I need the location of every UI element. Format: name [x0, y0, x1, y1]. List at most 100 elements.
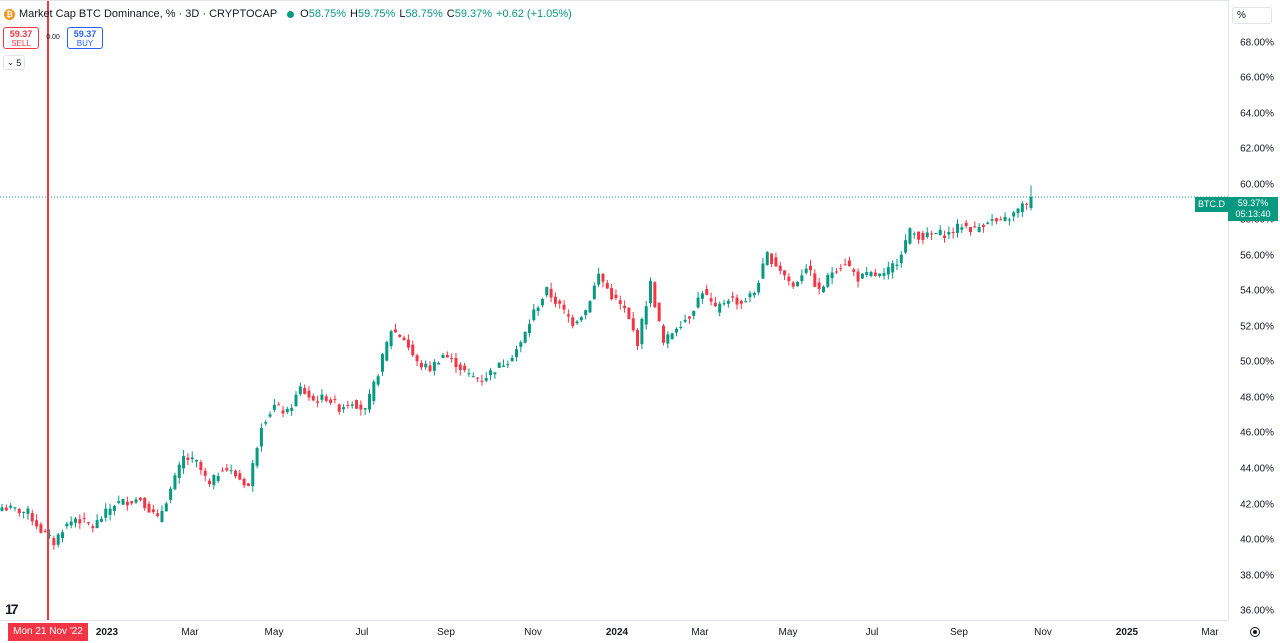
candle-body	[679, 326, 683, 328]
candle-body	[834, 271, 838, 273]
time-axis-tick: Mar	[181, 627, 199, 638]
candle-body	[601, 273, 605, 282]
candle-body	[285, 409, 289, 412]
time-axis-tick: 2024	[605, 627, 629, 638]
candle-body	[523, 331, 527, 343]
candle-body	[947, 231, 951, 235]
candle-body	[631, 318, 635, 331]
candle-body	[199, 462, 203, 471]
candle-body	[592, 285, 596, 300]
candle-body	[804, 268, 808, 273]
candle-body	[696, 297, 700, 308]
candle-body	[151, 509, 155, 513]
candle-body	[506, 364, 510, 366]
candle-body	[761, 263, 765, 279]
candle-body	[65, 523, 69, 527]
indicator-count: 5	[16, 57, 22, 68]
settings-icon[interactable]	[1250, 627, 1260, 637]
candle-body	[662, 325, 665, 343]
last-price-label: BTC.D	[1195, 197, 1229, 212]
candle-body	[800, 275, 804, 282]
candle-body	[726, 300, 730, 304]
candle-body	[891, 263, 895, 273]
candle-body	[527, 324, 531, 334]
candle-body	[821, 286, 825, 293]
candle-body	[722, 303, 726, 305]
buy-button[interactable]: 59.37 BUY	[67, 27, 103, 49]
candle-body	[225, 468, 229, 471]
candle-body	[290, 407, 294, 411]
candle-body	[640, 318, 644, 345]
candle-body	[463, 365, 467, 371]
indicators-collapse-button[interactable]: ⌄ 5	[3, 55, 25, 70]
candle-body	[1012, 212, 1016, 217]
price-axis-tick: 54.00%	[1240, 285, 1274, 297]
candle-body	[683, 319, 687, 322]
candle-body	[649, 280, 653, 304]
candle-body	[986, 222, 990, 225]
candle-body	[74, 518, 77, 523]
ohlc-change: +0.62 (+1.05%)	[496, 8, 572, 20]
candle-body	[43, 531, 47, 533]
price-axis-tick: 48.00%	[1240, 392, 1274, 404]
candle-body	[774, 257, 778, 267]
candle-body	[860, 273, 864, 279]
candle-body	[164, 503, 168, 512]
sell-button[interactable]: 59.37 SELL	[3, 27, 39, 49]
last-price-value: 59.37%	[1237, 198, 1269, 208]
legend-title[interactable]: Market Cap BTC Dominance, % · 3D · CRYPT…	[19, 8, 278, 20]
time-axis-tick: Nov	[524, 627, 542, 638]
candle-body	[973, 226, 977, 228]
candle-body	[147, 503, 151, 513]
candle-body	[294, 394, 298, 407]
candle-body	[765, 252, 769, 265]
price-axis-tick: 64.00%	[1240, 108, 1274, 120]
candle-body	[112, 505, 116, 511]
candle-body	[156, 513, 160, 516]
candle-body	[246, 483, 250, 486]
price-axis[interactable]: 68.00%66.00%64.00%62.00%60.00%58.00%56.0…	[1228, 0, 1280, 620]
chart-area[interactable]	[0, 0, 1228, 621]
candle-body	[856, 271, 860, 282]
candle-body	[709, 298, 713, 302]
candle-body	[411, 344, 415, 355]
candle-body	[467, 373, 471, 375]
candle-body	[540, 299, 544, 306]
candle-body	[437, 363, 441, 365]
ohlc-close: C59.37%	[446, 8, 493, 20]
candle-body	[847, 260, 851, 267]
candle-body	[177, 464, 181, 479]
candle-body	[666, 334, 670, 344]
candle-body	[95, 520, 99, 529]
candle-body	[1007, 219, 1011, 221]
chart-canvas[interactable]	[0, 1, 1228, 621]
candle-body	[251, 463, 255, 487]
time-axis[interactable]: 2023 Mar May Jul Sep Nov 2024 Mar May Jul Sep Nov 20…	[0, 620, 1228, 643]
candle-body	[428, 365, 432, 372]
candle-body	[575, 321, 579, 324]
candle-body	[445, 354, 449, 358]
crosshair-date-label: Mon 21 Nov '22	[8, 623, 88, 641]
candle-body	[532, 309, 536, 321]
buy-label: BUY	[76, 39, 94, 48]
candle-body	[121, 499, 125, 505]
tradingview-logo-icon: 17	[5, 601, 19, 617]
candle-body	[584, 310, 588, 316]
candle-body	[1016, 208, 1020, 213]
candle-body	[117, 501, 121, 503]
candle-body	[30, 513, 34, 522]
price-scale-unit[interactable]: %	[1232, 7, 1272, 24]
candle-body	[480, 380, 484, 382]
candle-body	[476, 377, 480, 379]
candle-body	[380, 354, 384, 372]
candle-body	[610, 288, 614, 300]
candle-body	[221, 470, 224, 472]
candle-body	[169, 488, 173, 500]
sell-price: 59.37	[9, 29, 33, 39]
candle-body	[705, 288, 709, 295]
candle-body	[398, 334, 402, 337]
candle-body	[229, 470, 233, 472]
candle-body	[393, 329, 397, 333]
price-axis-tick: 42.00%	[1240, 499, 1274, 511]
candle-body	[143, 497, 147, 509]
